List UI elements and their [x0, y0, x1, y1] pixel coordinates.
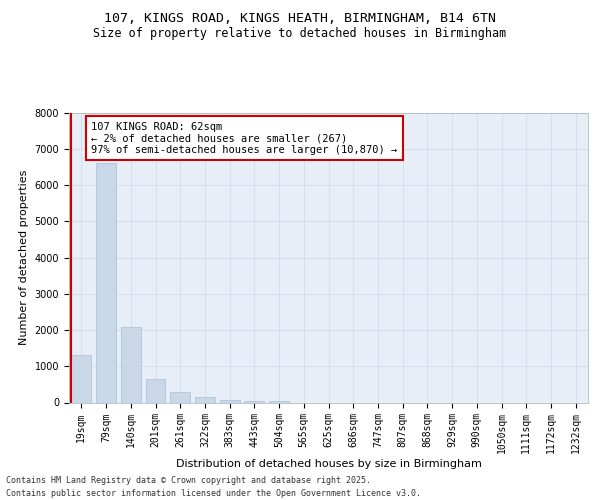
- Bar: [71, 356, 91, 403]
- Bar: [146, 378, 166, 402]
- Y-axis label: Number of detached properties: Number of detached properties: [19, 170, 29, 345]
- Text: 107 KINGS ROAD: 62sqm
← 2% of detached houses are smaller (267)
97% of semi-deta: 107 KINGS ROAD: 62sqm ← 2% of detached h…: [91, 122, 397, 155]
- Text: 107, KINGS ROAD, KINGS HEATH, BIRMINGHAM, B14 6TN: 107, KINGS ROAD, KINGS HEATH, BIRMINGHAM…: [104, 12, 496, 26]
- Text: Contains public sector information licensed under the Open Government Licence v3: Contains public sector information licen…: [6, 488, 421, 498]
- Bar: [195, 398, 215, 402]
- Bar: [269, 400, 289, 402]
- Text: Size of property relative to detached houses in Birmingham: Size of property relative to detached ho…: [94, 28, 506, 40]
- Text: Contains HM Land Registry data © Crown copyright and database right 2025.: Contains HM Land Registry data © Crown c…: [6, 476, 371, 485]
- Bar: [244, 401, 264, 402]
- Bar: [121, 327, 140, 402]
- X-axis label: Distribution of detached houses by size in Birmingham: Distribution of detached houses by size …: [176, 459, 481, 469]
- Bar: [220, 400, 239, 402]
- Bar: [170, 392, 190, 402]
- Bar: [96, 162, 116, 402]
